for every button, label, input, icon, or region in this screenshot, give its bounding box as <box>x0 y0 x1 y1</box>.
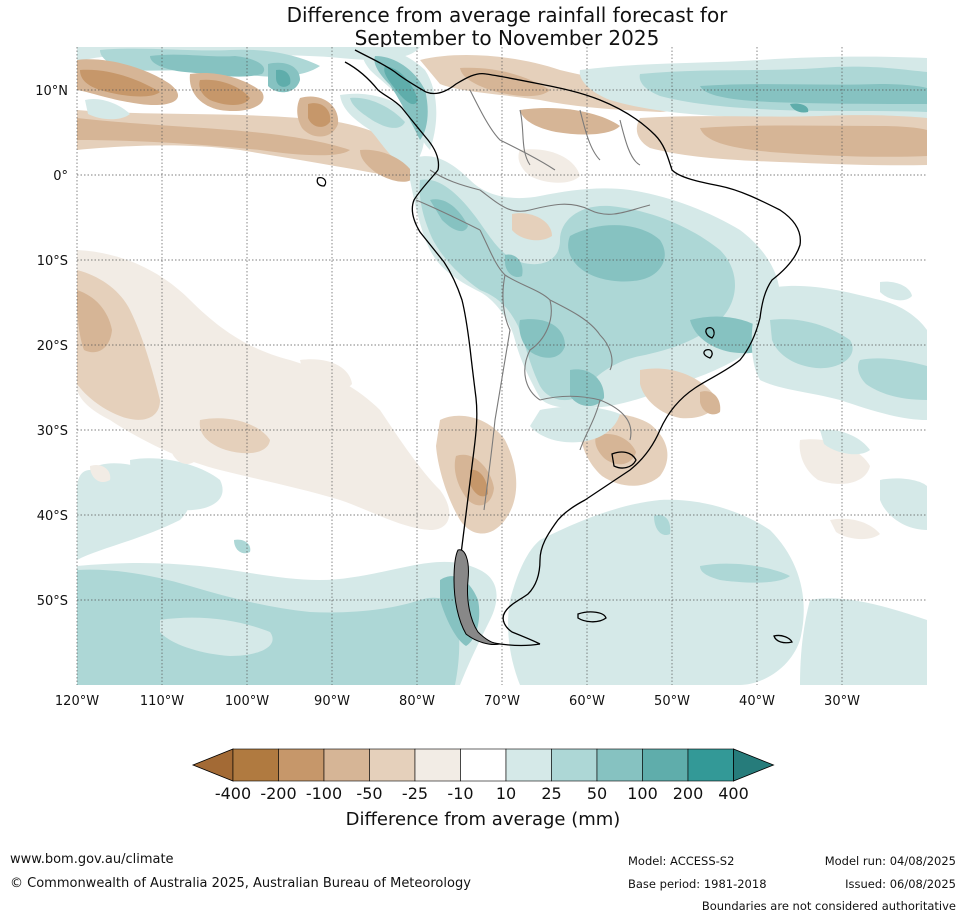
colorbar-swatch <box>596 748 643 782</box>
lon-label-60w: 60°W <box>569 694 605 709</box>
longitude-labels: 120°W 110°W 100°W 90°W 80°W 70°W 60°W 50… <box>55 694 860 709</box>
footer-base-period: Base period: 1981-2018 <box>628 877 767 891</box>
lat-label-10n: 10°N <box>35 84 68 99</box>
colorbar-tick-label: -100 <box>306 784 342 803</box>
lat-label-20s: 20°S <box>37 339 68 354</box>
colorbar-swatch <box>369 748 416 782</box>
rainfall-anomaly-shading <box>77 47 927 685</box>
colorbar-tick-label: 100 <box>627 784 658 803</box>
colorbar-tick-label: 25 <box>541 784 561 803</box>
colorbar-swatch <box>642 748 689 782</box>
colorbar-tick-label: -400 <box>215 784 251 803</box>
map-title: Difference from average rainfall forecas… <box>0 4 965 50</box>
colorbar-legend: -400 -200 -100 -50 -25 -10 10 25 50 100 200 400 Dif… <box>191 748 775 830</box>
chile-fjords <box>453 549 501 645</box>
colorbar-tick-labels: -400 -200 -100 -50 -25 -10 10 25 50 100 200 400 <box>215 784 749 803</box>
colorbar-swatch <box>687 748 734 782</box>
colorbar-tick-label: 400 <box>718 784 749 803</box>
colorbar-swatch <box>323 748 370 782</box>
colorbar-swatch <box>505 748 552 782</box>
colorbar-tick-label: 50 <box>587 784 607 803</box>
lon-label-40w: 40°W <box>739 694 775 709</box>
lat-label-30s: 30°S <box>37 424 68 439</box>
country-borders <box>415 89 651 511</box>
footer-url: www.bom.gov.au/climate <box>10 852 174 867</box>
lon-label-30w: 30°W <box>824 694 860 709</box>
colorbar-tick-label: 200 <box>673 784 704 803</box>
colorbar-extension-high <box>733 748 775 782</box>
colorbar-swatch <box>551 748 598 782</box>
colorbar-tick-label: -200 <box>260 784 296 803</box>
latitude-labels: 10°N 0° 10°S 20°S 30°S 40°S 50°S <box>35 84 68 609</box>
lat-label-40s: 40°S <box>37 509 68 524</box>
colorbar-tick-label: -50 <box>356 784 382 803</box>
colorbar-tick-label: -10 <box>447 784 473 803</box>
lat-label-50s: 50°S <box>37 594 68 609</box>
title-line-1: Difference from average rainfall forecas… <box>286 3 728 27</box>
lon-label-120w: 120°W <box>55 694 99 709</box>
footer-disclaimer: Boundaries are not considered authoritat… <box>701 899 956 913</box>
colorbar-swatch <box>460 748 507 782</box>
colorbar-swatch <box>278 748 325 782</box>
colorbar-swatch <box>414 748 461 782</box>
footer-model: Model: ACCESS-S2 <box>628 854 735 868</box>
colorbar-tick-label: -25 <box>402 784 428 803</box>
footer-copyright: © Commonwealth of Australia 2025, Austra… <box>10 876 471 891</box>
footer-issued: Issued: 06/08/2025 <box>845 877 956 891</box>
lon-label-110w: 110°W <box>140 694 184 709</box>
colorbar-swatches <box>191 748 775 782</box>
colorbar-tick-label: 10 <box>496 784 516 803</box>
lon-label-70w: 70°W <box>484 694 520 709</box>
lon-label-80w: 80°W <box>399 694 435 709</box>
lon-label-50w: 50°W <box>654 694 690 709</box>
lon-label-90w: 90°W <box>314 694 350 709</box>
colorbar-extension-low <box>191 748 234 782</box>
lon-label-100w: 100°W <box>225 694 269 709</box>
footer-model-run: Model run: 04/08/2025 <box>824 854 956 868</box>
lat-label-10s: 10°S <box>37 254 68 269</box>
graticule <box>76 47 927 685</box>
title-line-2: September to November 2025 <box>354 26 660 50</box>
colorbar-swatch <box>232 748 279 782</box>
colorbar-label: Difference from average (mm) <box>346 809 621 830</box>
lat-label-0: 0° <box>53 169 68 184</box>
